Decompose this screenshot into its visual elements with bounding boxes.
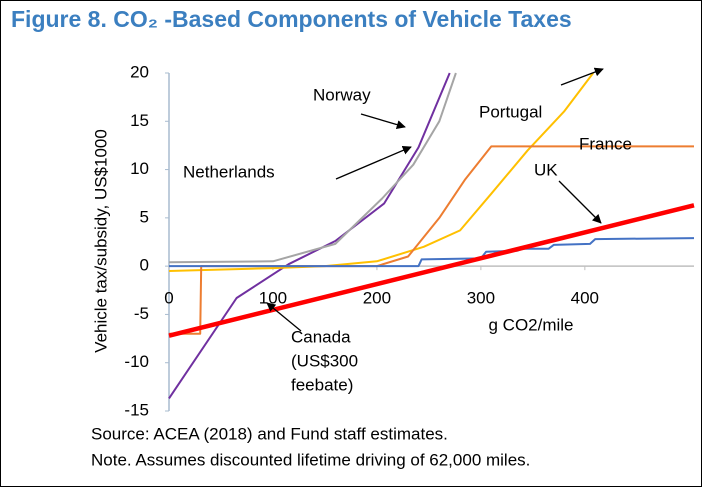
arrows — [266, 67, 604, 332]
series-annotation: France — [579, 134, 632, 153]
arrow — [360, 113, 406, 130]
annotation: (US$300 — [291, 351, 358, 370]
y-tick-label: -15 — [124, 400, 149, 419]
series-line — [169, 145, 694, 335]
series-line — [168, 72, 457, 264]
footnote: Note. Assumes discounted lifetime drivin… — [91, 450, 530, 469]
chart-title: Figure 8. CO₂ -Based Components of Vehic… — [11, 6, 572, 32]
x-tick-label: 400 — [571, 289, 599, 308]
arrow — [558, 180, 602, 224]
series-annotation: Netherlands — [183, 162, 275, 181]
y-tick-label: -5 — [134, 304, 149, 323]
source-note: Source: ACEA (2018) and Fund staff estim… — [91, 424, 448, 443]
y-tick-label: 15 — [130, 111, 149, 130]
series-annotation: Portugal — [479, 102, 542, 121]
arrow — [335, 146, 412, 180]
series-line — [168, 203, 695, 338]
series-line — [168, 72, 451, 399]
x-axis-title: g CO2/mile — [488, 315, 573, 334]
x-tick-label: 100 — [259, 289, 287, 308]
y-tick-label: -10 — [124, 352, 149, 371]
y-tick-label: 10 — [130, 159, 149, 178]
series-annotation: UK — [534, 160, 558, 179]
x-tick-label: 200 — [363, 289, 391, 308]
annotation: feebate) — [291, 375, 353, 394]
y-tick-label: 0 — [140, 256, 149, 275]
y-tick-label: 5 — [140, 207, 149, 226]
y-tick-label: 20 — [130, 62, 149, 81]
x-tick-label: 300 — [467, 289, 495, 308]
series-annotation: Canada — [291, 327, 351, 346]
series-annotation: Norway — [313, 85, 371, 104]
arrow — [266, 302, 302, 332]
arrow — [560, 67, 604, 86]
y-axis-title: Vehicle tax/subsidy, US$1000 — [91, 129, 110, 353]
x-tick-label: 0 — [164, 289, 173, 308]
